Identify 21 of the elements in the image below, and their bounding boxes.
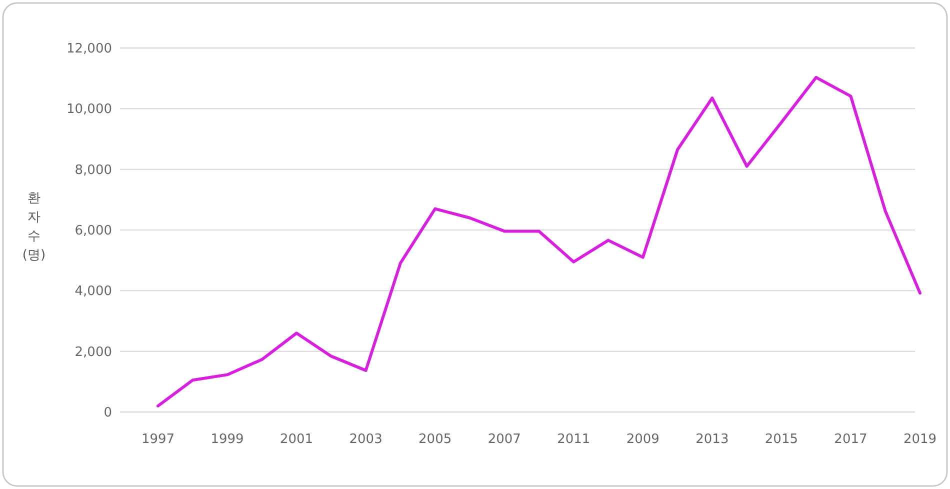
x-tick-label: 2003 bbox=[349, 432, 382, 447]
x-tick-label: 2005 bbox=[418, 432, 452, 447]
y-tick-label: 10,000 bbox=[66, 102, 112, 118]
x-tick-label: 2019 bbox=[903, 432, 937, 447]
y-tick-label: 6,000 bbox=[74, 224, 112, 238]
line-series bbox=[156, 76, 922, 408]
x-tick-label: 2017 bbox=[834, 432, 868, 447]
x-tick-label: 2015 bbox=[764, 432, 798, 447]
y-axis-title: 환자수(명) bbox=[22, 191, 46, 263]
x-tick-label: 1997 bbox=[141, 432, 175, 447]
y-tick-label: 12,000 bbox=[66, 42, 112, 56]
x-tick-label: 2011 bbox=[557, 432, 590, 447]
x-tick-label: 2013 bbox=[696, 432, 729, 447]
x-tick-label: 1999 bbox=[210, 432, 244, 447]
x-tick-label: 2007 bbox=[488, 432, 521, 447]
x-tick-label: 2009 bbox=[626, 432, 660, 447]
y-tick-label: 2,000 bbox=[74, 344, 112, 360]
y-tick-label: 0 bbox=[104, 406, 112, 420]
y-tick-label: 4,000 bbox=[74, 284, 112, 300]
y-tick-label: 8,000 bbox=[74, 162, 112, 178]
x-tick-label: 2001 bbox=[280, 432, 314, 447]
